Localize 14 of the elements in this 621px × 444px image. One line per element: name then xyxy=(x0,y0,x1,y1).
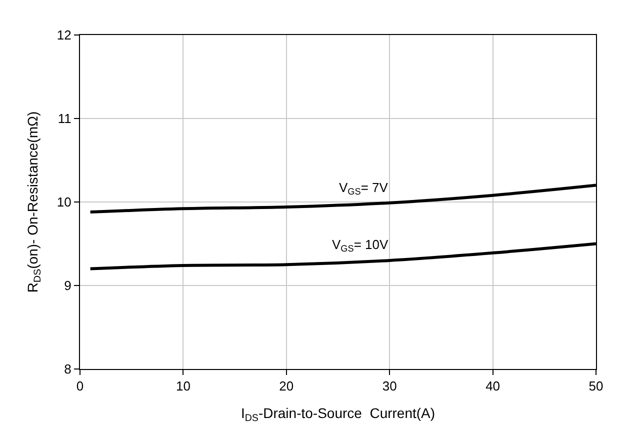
x-tick-label: 0 xyxy=(76,378,84,394)
x-tick-label: 30 xyxy=(382,378,397,394)
x-tick-label: 10 xyxy=(176,378,190,394)
x-axis-title: I$_{DS}$-Drain-to-Source Current(A) xyxy=(240,404,436,424)
y-tick-label: 11 xyxy=(58,111,72,126)
y-tick-label: 12 xyxy=(56,28,72,43)
x-tick-label: 20 xyxy=(279,378,294,394)
series-label: V$_{GS}$= 10V xyxy=(332,237,388,254)
y-tick-label: 10 xyxy=(56,194,72,210)
y-tick-label: 8 xyxy=(64,362,72,377)
series-label: V$_{GS}$= 7V xyxy=(339,180,388,197)
x-tick-label: 50 xyxy=(588,378,604,394)
y-tick-label: 9 xyxy=(64,278,72,294)
x-tick-label: 40 xyxy=(486,378,500,394)
